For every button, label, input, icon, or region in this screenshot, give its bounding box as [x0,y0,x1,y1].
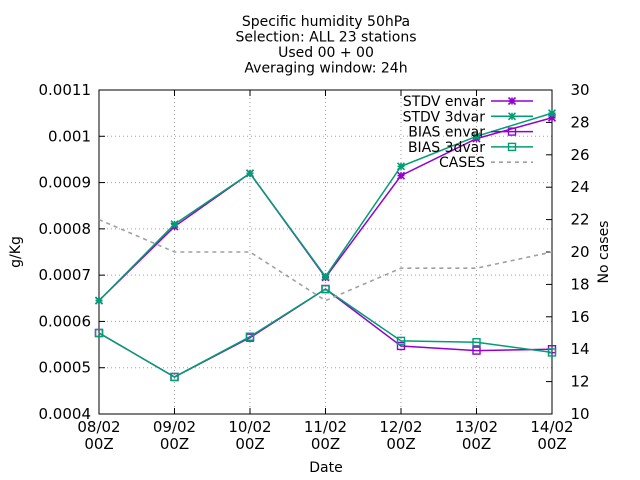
series-line [98,218,553,302]
data-point [547,109,557,118]
y-tick-label: 0.0004 [39,405,92,423]
y-tick-label: 0.0011 [39,81,92,99]
x-tick-label: 13/02 [455,418,498,436]
x-tick-label: 00Z [311,435,340,453]
data-point [396,341,406,351]
series-bias-3dvar [94,284,557,382]
x-tick-label: 00Z [235,435,264,453]
data-point [396,162,406,171]
title-line: Specific humidity 50hPa [242,14,410,30]
y2-tick-label: 14 [570,340,589,358]
data-point [321,284,330,294]
series [94,109,557,382]
y2-tick-label: 26 [570,146,589,164]
data-point [472,338,481,347]
x-tick-label: 11/02 [304,418,347,436]
legend-marker [507,96,517,106]
legend-label: STDV envar [403,94,485,110]
axis-ticks: 0.0004 0.0005 0.0006 0.0007 0.0008 0.0009 0.00… [39,81,590,453]
x-axis-label: Date [309,460,342,476]
data-point [321,272,330,281]
x-tick-label: 09/02 [153,418,196,436]
y-tick-label: 0.0006 [39,312,92,330]
y2-tick-label: 22 [570,211,589,229]
data-point [547,113,557,122]
data-point [245,332,255,341]
data-point [472,346,481,355]
legend-label: STDV 3dvar [403,109,486,125]
x-tick-label: 00Z [462,435,491,453]
y2-tick-label: 24 [570,178,589,196]
legend-marker [507,142,517,152]
y2-tick-label: 18 [570,275,589,293]
data-point [547,348,557,357]
y2-tick-label: 20 [570,243,589,261]
y-tick-label: 0.0005 [39,359,92,377]
data-point [396,171,406,180]
title-line: Averaging window: 24h [244,61,407,77]
y2-tick-label: 16 [570,308,589,326]
data-point [396,336,406,346]
data-point [245,169,255,178]
y2-tick-label: 28 [570,113,589,131]
y2-tick-label: 12 [570,373,589,391]
series-stdv-3dvar [94,109,557,305]
x-tick-label: 08/02 [77,418,120,436]
x-tick-label: 00Z [160,435,189,453]
y-tick-label: 0.0007 [39,266,92,284]
y2-tick-label: 30 [570,81,589,99]
data-point [170,372,179,382]
title-line: Selection: ALL 23 stations [235,30,416,46]
x-tick-label: 00Z [84,435,113,453]
data-point [472,132,481,141]
x-tick-label: 00Z [537,435,566,453]
series-cases [98,218,553,302]
data-point [94,328,104,338]
legend-label: BIAS 3dvar [408,140,485,156]
title-line: Used 00 + 00 [278,45,374,61]
x-tick-label: 14/02 [530,418,573,436]
legend-marker [507,112,517,121]
data-point [170,220,179,229]
y-tick-label: 0.001 [48,127,91,145]
y-tick-label: 0.0008 [39,220,92,238]
legend-label: BIAS envar [408,125,485,141]
series-line [98,288,553,378]
y2-tick-label: 10 [570,405,589,423]
legend-marker [507,127,517,136]
data-point [94,296,104,305]
x-tick-label: 10/02 [228,418,271,436]
legend-label: CASES [439,155,485,171]
x-tick-label: 12/02 [379,418,422,436]
y-axis-label: g/Kg [8,236,24,268]
y-tick-label: 0.0009 [39,174,92,192]
x-tick-label: 00Z [386,435,415,453]
y2-axis-label: No cases [596,221,612,284]
